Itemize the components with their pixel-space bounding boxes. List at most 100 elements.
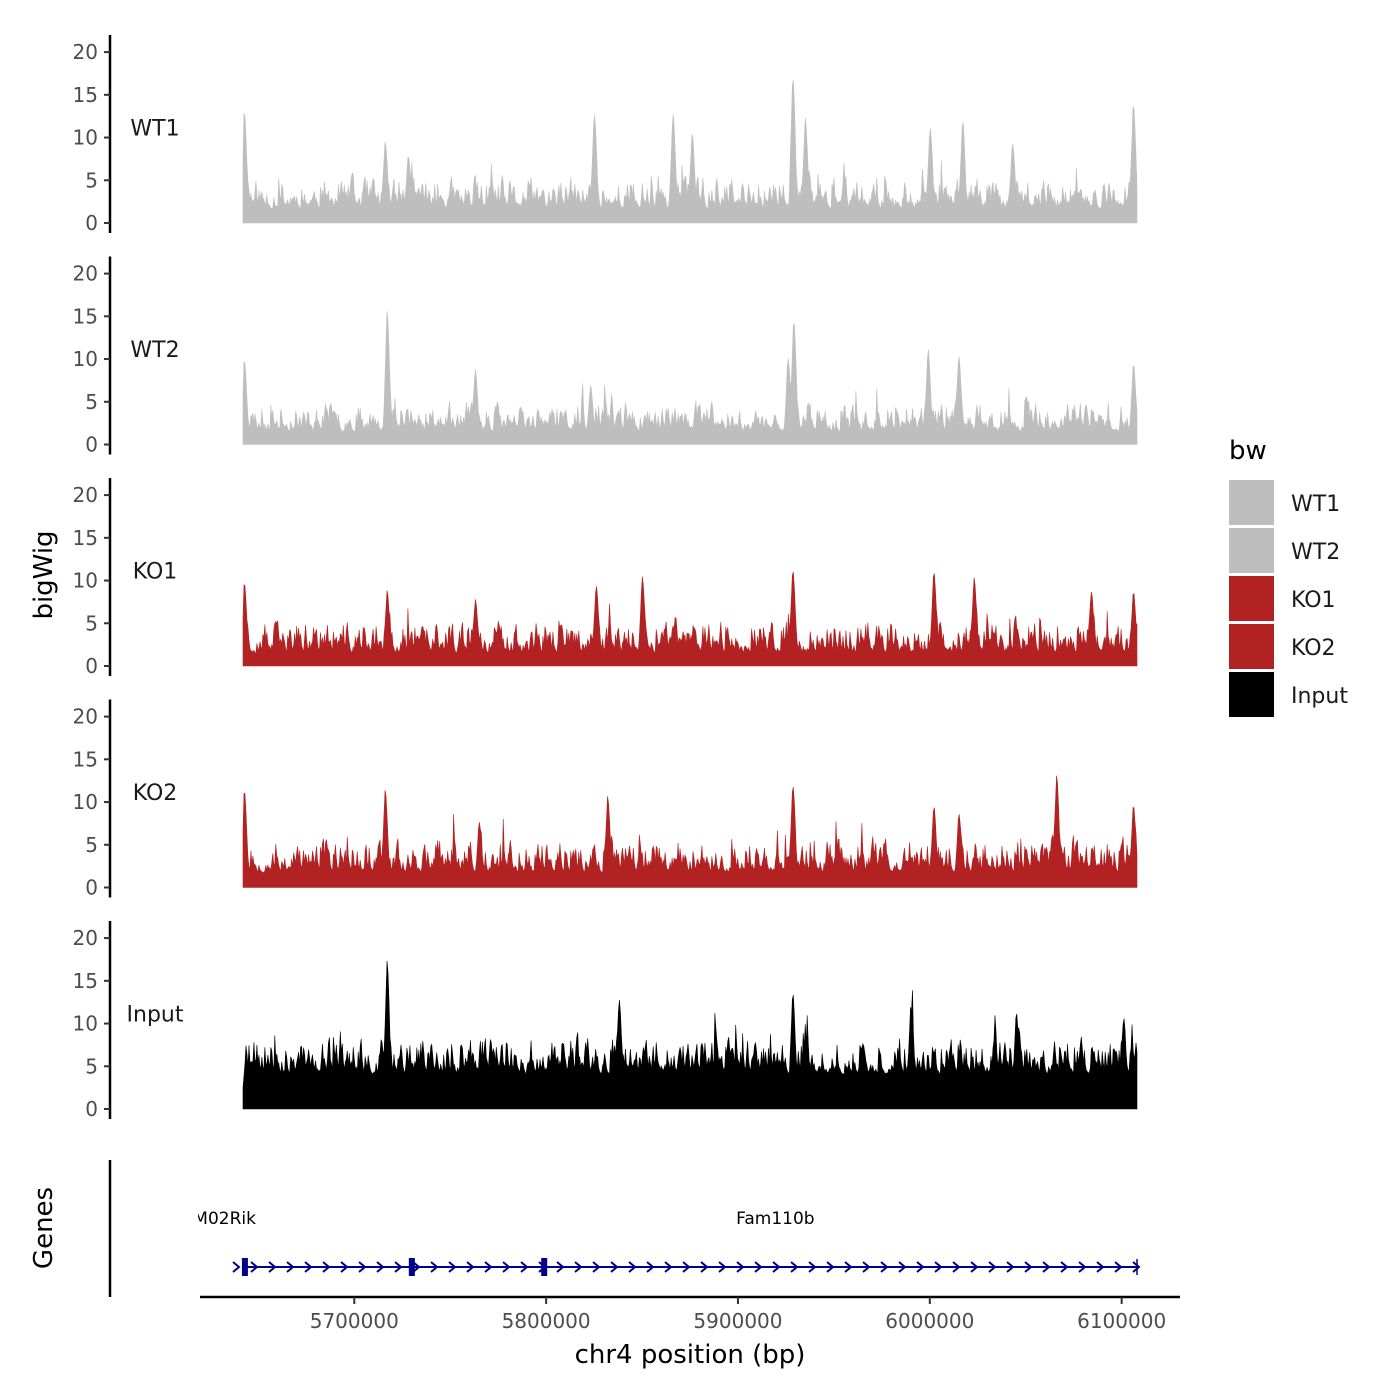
y-tick-label: 15 <box>73 83 98 107</box>
exon-block <box>408 1258 415 1276</box>
strand-arrow <box>1132 1261 1141 1273</box>
legend-swatch-wt2 <box>1229 528 1274 573</box>
strand-arrow <box>844 1261 853 1273</box>
legend-swatch-wt1 <box>1229 480 1274 525</box>
track-label: WT2 <box>130 338 179 363</box>
y-tick-label: 5 <box>85 168 98 192</box>
strand-arrow <box>286 1261 295 1273</box>
strand-arrow <box>718 1261 727 1273</box>
x-tick-label: 6100000 <box>1077 1309 1166 1333</box>
strand-arrow <box>592 1261 601 1273</box>
track-panel-input: 0 5 10 15 20 Input <box>73 921 1138 1121</box>
strand-arrow <box>232 1261 241 1273</box>
strand-arrow <box>1042 1261 1051 1273</box>
strand-arrow <box>250 1261 259 1273</box>
strand-arrow <box>610 1261 619 1273</box>
x-tick-label: 5700000 <box>310 1309 399 1333</box>
x-axis-title: chr4 position (bp) <box>575 1340 806 1370</box>
strand-arrow <box>880 1261 889 1273</box>
y-tick-label: 0 <box>85 211 98 235</box>
strand-arrow <box>556 1261 565 1273</box>
strand-arrow <box>466 1261 475 1273</box>
gene-labels: 0423M02Rik Fam110b <box>150 1209 815 1229</box>
strand-arrow <box>1096 1261 1105 1273</box>
genes-axis-title: Genes <box>29 1187 59 1269</box>
strand-arrow <box>520 1261 529 1273</box>
y-tick-label: 5 <box>85 1054 98 1078</box>
strand-arrow <box>502 1261 511 1273</box>
strand-arrow <box>628 1261 637 1273</box>
strand-arrow <box>1114 1261 1123 1273</box>
strand-arrow <box>970 1261 979 1273</box>
legend-label: KO1 <box>1291 588 1336 613</box>
y-tick-label: 0 <box>85 433 98 457</box>
legend-label: WT2 <box>1291 540 1340 565</box>
y-tick-label: 20 <box>73 40 98 64</box>
y-tick-label: 0 <box>85 1097 98 1121</box>
track-panel-wt1: 0 5 10 15 20 WT1 <box>73 35 1138 235</box>
y-tick-label: 10 <box>73 790 98 814</box>
gene-label: Fam110b <box>736 1209 814 1229</box>
gene-label: 0423M02Rik <box>150 1209 256 1229</box>
strand-arrow <box>1078 1261 1087 1273</box>
x-tick-label: 5900000 <box>693 1309 782 1333</box>
strand-arrow <box>448 1261 457 1273</box>
signal-area-ko1 <box>242 571 1138 667</box>
legend-label: WT1 <box>1291 492 1340 517</box>
y-tick-label: 10 <box>73 126 98 150</box>
strand-arrow <box>808 1261 817 1273</box>
strand-arrow <box>934 1261 943 1273</box>
strand-arrow <box>430 1261 439 1273</box>
legend: bw WT1 WT2 KO1 KO2 Input <box>1229 436 1348 717</box>
strand-arrow <box>862 1261 871 1273</box>
track-label: Input <box>127 1002 184 1027</box>
strand-arrow <box>736 1261 745 1273</box>
y-tick-label: 20 <box>73 262 98 286</box>
strand-arrow <box>952 1261 961 1273</box>
strand-arrow <box>322 1261 331 1273</box>
y-tick-label: 10 <box>73 1012 98 1036</box>
track-panel-wt2: 0 5 10 15 20 WT2 <box>73 256 1138 457</box>
strand-arrow <box>754 1261 763 1273</box>
track-label: KO2 <box>133 781 178 806</box>
y-axis-title: bigWig <box>29 530 59 619</box>
strand-arrow <box>1006 1261 1015 1273</box>
strand-arrow <box>1024 1261 1033 1273</box>
x-tick-label: 5800000 <box>502 1309 591 1333</box>
y-tick-label: 15 <box>73 526 98 550</box>
strand-arrow <box>646 1261 655 1273</box>
strand-arrow <box>682 1261 691 1273</box>
y-tick-label: 15 <box>73 304 98 328</box>
strand-arrow <box>484 1261 493 1273</box>
legend-label: KO2 <box>1291 636 1336 661</box>
strand-arrow <box>376 1261 385 1273</box>
legend-swatch-ko1 <box>1229 576 1274 621</box>
legend-swatch-ko2 <box>1229 624 1274 669</box>
x-tick-label: 6000000 <box>885 1309 974 1333</box>
strand-arrow <box>1060 1261 1069 1273</box>
signal-area-wt2 <box>242 311 1138 445</box>
strand-arrow <box>394 1261 403 1273</box>
track-panel-ko1: 0 5 10 15 20 KO1 <box>73 478 1138 678</box>
signal-area-wt1 <box>242 79 1138 224</box>
strand-arrow <box>358 1261 367 1273</box>
strand-arrow <box>700 1261 709 1273</box>
genes-panel: Genes 0423M02Rik Fam110b <box>29 1160 1141 1297</box>
y-tick-label: 5 <box>85 833 98 857</box>
legend-swatch-input <box>1229 672 1274 717</box>
signal-area-ko2 <box>242 775 1138 888</box>
y-tick-label: 0 <box>85 876 98 900</box>
y-tick-label: 20 <box>73 705 98 729</box>
strand-arrow <box>340 1261 349 1273</box>
y-tick-label: 15 <box>73 747 98 771</box>
y-tick-label: 10 <box>73 569 98 593</box>
y-tick-label: 15 <box>73 969 98 993</box>
strand-arrow <box>268 1261 277 1273</box>
track-label: WT1 <box>130 116 179 141</box>
x-axis: 5700000 5800000 5900000 6000000 6100000 chr4 … <box>200 1295 1180 1370</box>
strand-arrow <box>664 1261 673 1273</box>
strand-arrow <box>412 1261 421 1273</box>
track-panel-ko2: 0 5 10 15 20 KO2 <box>73 699 1138 900</box>
y-tick-label: 5 <box>85 390 98 414</box>
legend-label: Input <box>1291 684 1348 709</box>
